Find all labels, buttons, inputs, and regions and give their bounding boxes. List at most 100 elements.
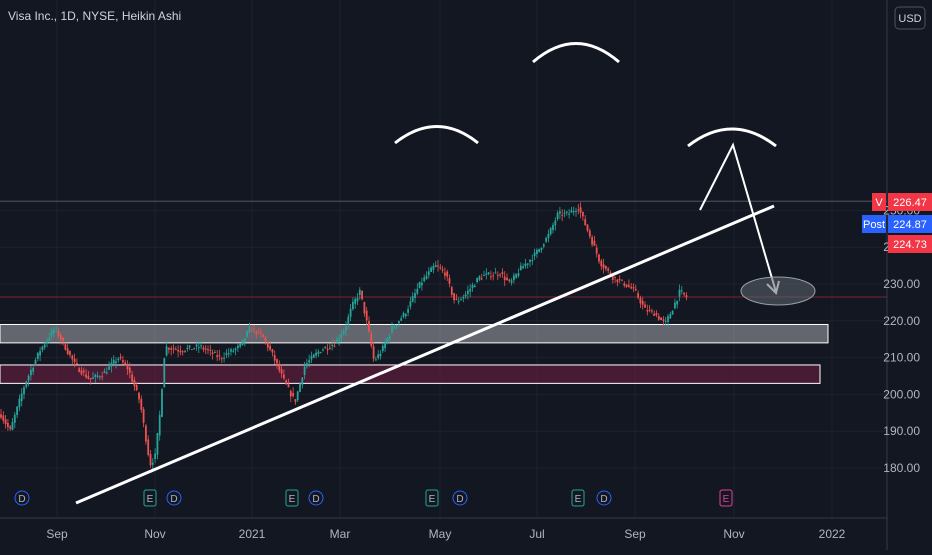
dividend-marker[interactable]	[596, 490, 612, 506]
candle-body	[237, 345, 239, 349]
candle-body	[326, 349, 329, 351]
symbol-title: Visa Inc., 1D, NYSE, Heikin Ashi	[8, 9, 181, 23]
candle-body	[46, 340, 48, 344]
candle-body	[191, 349, 193, 351]
candle-body	[584, 219, 587, 226]
candle-body	[214, 351, 216, 353]
candle-body	[582, 211, 584, 217]
event-marker-label: D	[312, 494, 319, 505]
earnings-marker[interactable]	[571, 489, 585, 507]
currency-label: USD	[898, 13, 921, 25]
earnings-marker[interactable]	[143, 489, 157, 507]
candle-body	[437, 265, 439, 267]
candle-body	[363, 301, 366, 314]
candle-body	[593, 240, 596, 246]
candle-body	[200, 345, 202, 347]
candle-body	[163, 358, 166, 388]
candle-body	[87, 376, 90, 379]
candle-body	[460, 299, 462, 301]
candle-body	[131, 374, 133, 382]
candle-body	[630, 286, 633, 289]
candle-body	[7, 422, 9, 428]
candle-body	[519, 265, 522, 271]
candle-body	[651, 310, 653, 312]
dividend-marker[interactable]	[14, 490, 30, 506]
candle-body	[283, 374, 285, 379]
candle-body	[503, 276, 506, 281]
candle-body	[186, 348, 189, 350]
candle-body	[676, 300, 679, 305]
candle-body	[545, 237, 547, 242]
left-shoulder-arc[interactable]	[394, 125, 479, 145]
projection-arrow[interactable]	[699, 142, 777, 293]
currency-button[interactable]	[894, 6, 926, 30]
candle-body	[338, 338, 340, 342]
lower-support-zone[interactable]	[0, 364, 821, 384]
price-tag-value: 224.87	[893, 219, 927, 231]
candle-body	[329, 347, 331, 349]
earnings-marker[interactable]	[719, 489, 733, 507]
candle-body	[108, 366, 110, 370]
head-arc[interactable]	[532, 42, 620, 64]
dividend-marker[interactable]	[452, 490, 468, 506]
candle-body	[32, 367, 35, 372]
candle-body	[559, 211, 561, 214]
candle-body	[292, 392, 294, 397]
candle-body	[158, 414, 161, 436]
candle-body	[246, 331, 248, 337]
price-tag-ticker	[862, 215, 886, 233]
candle-body	[671, 310, 674, 315]
candle-body	[625, 284, 628, 287]
support-zones	[0, 323, 829, 384]
candle-body	[234, 348, 237, 350]
candle-body	[595, 247, 598, 254]
candle-body	[467, 290, 469, 294]
candle-body	[430, 267, 432, 272]
candle-body	[579, 207, 582, 213]
candle-body	[356, 297, 359, 302]
candle-body	[473, 285, 476, 288]
candle-body	[181, 351, 184, 353]
candle-body	[188, 345, 191, 348]
candle-body	[381, 345, 384, 352]
candle-body	[483, 275, 485, 277]
dividend-marker[interactable]	[308, 490, 324, 506]
upper-support-zone[interactable]	[0, 323, 829, 344]
candle-body	[30, 369, 32, 376]
target-ellipse[interactable]	[740, 276, 816, 306]
dividend-marker[interactable]	[166, 490, 182, 506]
candle-body	[568, 213, 570, 215]
candle-body	[513, 275, 515, 281]
candle-body	[140, 398, 143, 410]
right-shoulder-arc[interactable]	[687, 127, 777, 148]
candle-body	[577, 209, 580, 211]
time-tick-label: Nov	[723, 527, 744, 541]
candle-body	[674, 302, 676, 309]
candle-body	[96, 375, 99, 377]
candle-body	[41, 346, 44, 351]
candle-body	[632, 287, 635, 289]
candle-body	[538, 248, 541, 252]
candles	[0, 202, 688, 470]
candle-body	[563, 212, 566, 214]
candle-body	[365, 310, 368, 321]
candle-body	[92, 377, 94, 379]
ascending-trendline[interactable]	[75, 204, 775, 505]
candle-body	[36, 352, 39, 359]
candle-body	[540, 247, 543, 250]
candle-body	[586, 224, 589, 231]
earnings-marker[interactable]	[285, 489, 299, 507]
candle-body	[411, 296, 414, 302]
candle-body	[241, 339, 244, 345]
candle-body	[103, 371, 106, 374]
candle-body	[565, 211, 568, 213]
candle-body	[69, 351, 71, 355]
candle-body	[260, 332, 262, 334]
earnings-marker[interactable]	[425, 489, 439, 507]
candle-body	[432, 266, 435, 270]
candle-body	[248, 326, 251, 333]
candle-body	[53, 329, 55, 334]
